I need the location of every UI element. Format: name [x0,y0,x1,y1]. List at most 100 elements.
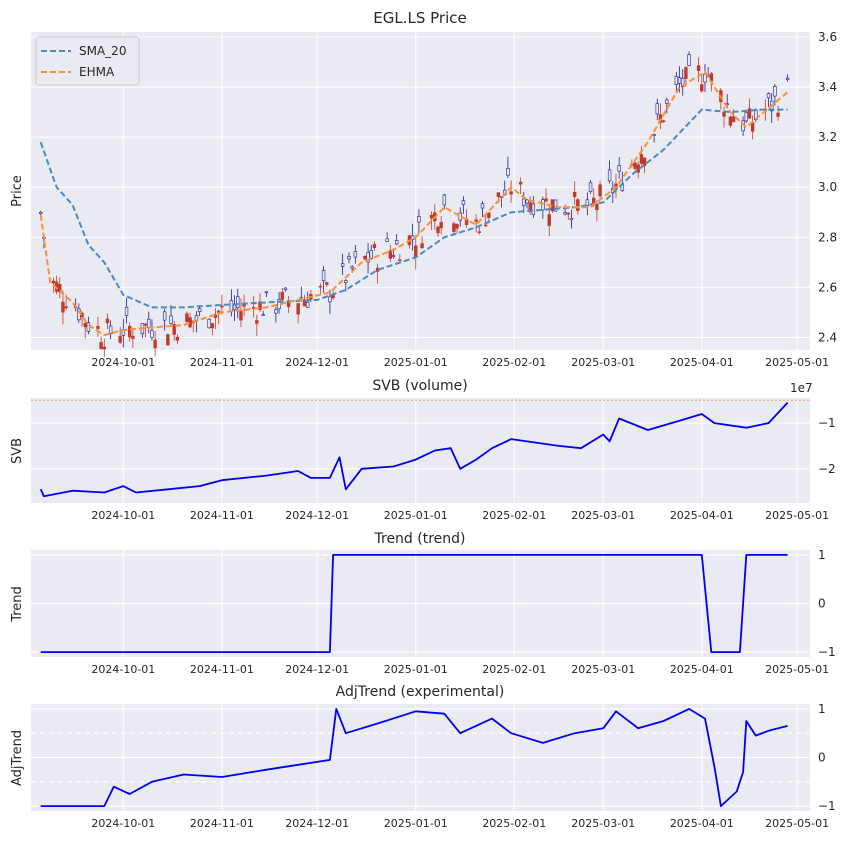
adjtrend-panel: 2024-10-01 2024-11-01 2024-12-01 2025-01-01… [10,684,836,830]
candle-body [474,219,478,222]
candle-body [731,116,736,123]
candle-body [541,199,545,211]
candle-body [633,162,637,169]
candle-body [674,76,679,85]
candle-body [655,103,659,115]
candle-body [344,280,348,283]
candle-body [766,93,771,99]
legend-ehma-label: EHMA [79,65,115,79]
x-tick-label: 2025-05-01 [765,509,829,522]
candle-body [108,325,113,334]
price-y-axis-label: Price [10,175,25,207]
adjtrend-line [40,708,788,807]
trend-x-ticks: 2024-10-01 2024-11-01 2024-12-01 2025-01-01… [91,663,829,676]
candle-body [617,165,621,172]
candle-body [255,320,259,324]
candle-body [236,296,240,309]
trend-y-ticks: −1 0 1 [818,548,836,659]
candle-body [588,182,593,193]
candle-body [127,325,132,338]
candle-body [296,303,300,315]
candle-body [210,323,215,329]
x-tick-label: 2025-03-01 [571,817,635,830]
candle-body [703,73,707,83]
svb-offset-text: 1e7 [790,381,813,395]
candle-body [417,216,421,223]
candle-body [576,199,580,211]
y-tick-label: 3.2 [818,130,837,144]
svb-y-ticks: −2 −1 [818,416,836,476]
candle-body [102,346,106,350]
candle-body [652,134,656,136]
svb-line [39,401,789,498]
candle-body [677,77,682,84]
candle-body [280,291,284,300]
x-tick-label: 2025-02-01 [482,817,546,830]
x-tick-label: 2024-11-01 [190,817,254,830]
candle-body [665,99,669,104]
x-tick-label: 2025-01-01 [384,663,448,676]
candle-body [366,252,370,263]
candle-body [750,122,755,132]
x-tick-label: 2025-02-01 [482,663,546,676]
x-tick-label: 2025-04-01 [670,509,734,522]
adjtrend-x-ticks: 2024-10-01 2024-11-01 2024-12-01 2025-01-01… [91,817,829,830]
svb-series-line [39,401,789,498]
y-tick-label: 0 [818,751,826,765]
price-panel: 2024-10-01 2024-11-01 2024-12-01 2025-01-01… [10,9,837,369]
svb-grid [31,398,810,503]
x-tick-label: 2025-05-01 [765,663,829,676]
candle-body [506,168,510,176]
x-tick-label: 2024-12-01 [285,663,349,676]
svb-x-ticks: 2024-10-01 2024-11-01 2024-12-01 2025-01-01… [91,509,829,522]
candle-body [318,285,323,288]
candle-body [325,282,329,285]
candle-body [439,222,443,229]
x-tick-label: 2024-10-01 [91,509,155,522]
y-tick-label: 3.4 [818,80,837,94]
candle-body [147,318,151,328]
candle-body [363,255,367,260]
candle-body [785,77,790,81]
trend-y-axis-label: Trend [10,586,25,623]
x-tick-label: 2025-01-01 [384,356,448,369]
price-chart-title: EGL.LS Price [373,9,466,27]
candle-body [372,243,377,248]
candle-body [175,336,180,341]
x-tick-label: 2024-10-01 [91,356,155,369]
candle-body [86,322,91,332]
candle-body [531,203,536,215]
adjtrend-y-axis-label: AdjTrend [10,730,25,786]
candle-body [442,194,447,206]
candle-body [185,313,189,323]
trend-chart-title: Trend (trend) [374,531,466,547]
price-grid [31,32,810,350]
candle-body [340,263,345,267]
candle-body [369,250,373,259]
x-tick-label: 2025-05-01 [765,356,829,369]
svb-y-axis-label: SVB [10,438,25,464]
candle-body [124,306,129,316]
candle-body [420,243,424,249]
candle-body [350,266,354,269]
candle-body [414,245,418,258]
candle-body [477,231,482,233]
x-tick-label: 2025-01-01 [384,509,448,522]
price-plot-area [31,32,810,350]
candle-body [239,310,243,321]
y-tick-label: −1 [818,645,836,659]
x-tick-label: 2024-11-01 [190,509,254,522]
sma-20-line [39,108,788,309]
x-tick-label: 2025-02-01 [482,356,546,369]
candle-body [347,256,351,260]
candle-body [229,300,234,312]
candle-body [572,191,577,198]
candle-body [51,280,56,284]
candle-body [728,116,733,126]
x-tick-label: 2025-01-01 [384,817,448,830]
trend-line [40,554,788,653]
candle-body [96,326,100,329]
candle-body [458,212,462,221]
y-tick-label: 1 [818,548,826,562]
candle-body [388,250,393,259]
